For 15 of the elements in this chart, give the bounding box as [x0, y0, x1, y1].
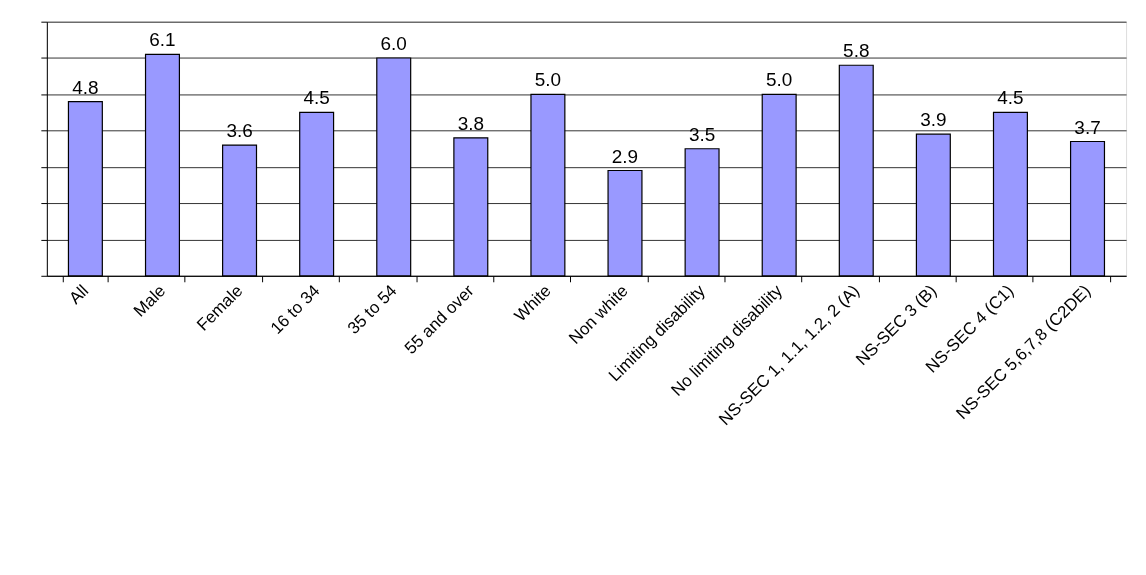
data-label: 5.0 [534, 69, 562, 91]
x-tick-label: 55 and over [400, 280, 478, 358]
x-tick-label: All [65, 281, 93, 308]
x-tick-label: 35 to 54 [343, 281, 401, 338]
data-label: 5.0 [766, 69, 793, 91]
data-label: 2.9 [611, 145, 639, 167]
data-label: 4.5 [303, 87, 330, 109]
data-label: 3.8 [457, 112, 484, 134]
x-tick-label: 16 to 34 [266, 281, 324, 338]
data-label: 4.5 [997, 87, 1024, 109]
data-label: 3.9 [920, 109, 947, 131]
data-label: 6.1 [149, 29, 176, 51]
data-label: 5.8 [843, 40, 870, 62]
data-label: 6.0 [380, 33, 407, 55]
data-label: 4.8 [72, 76, 99, 98]
